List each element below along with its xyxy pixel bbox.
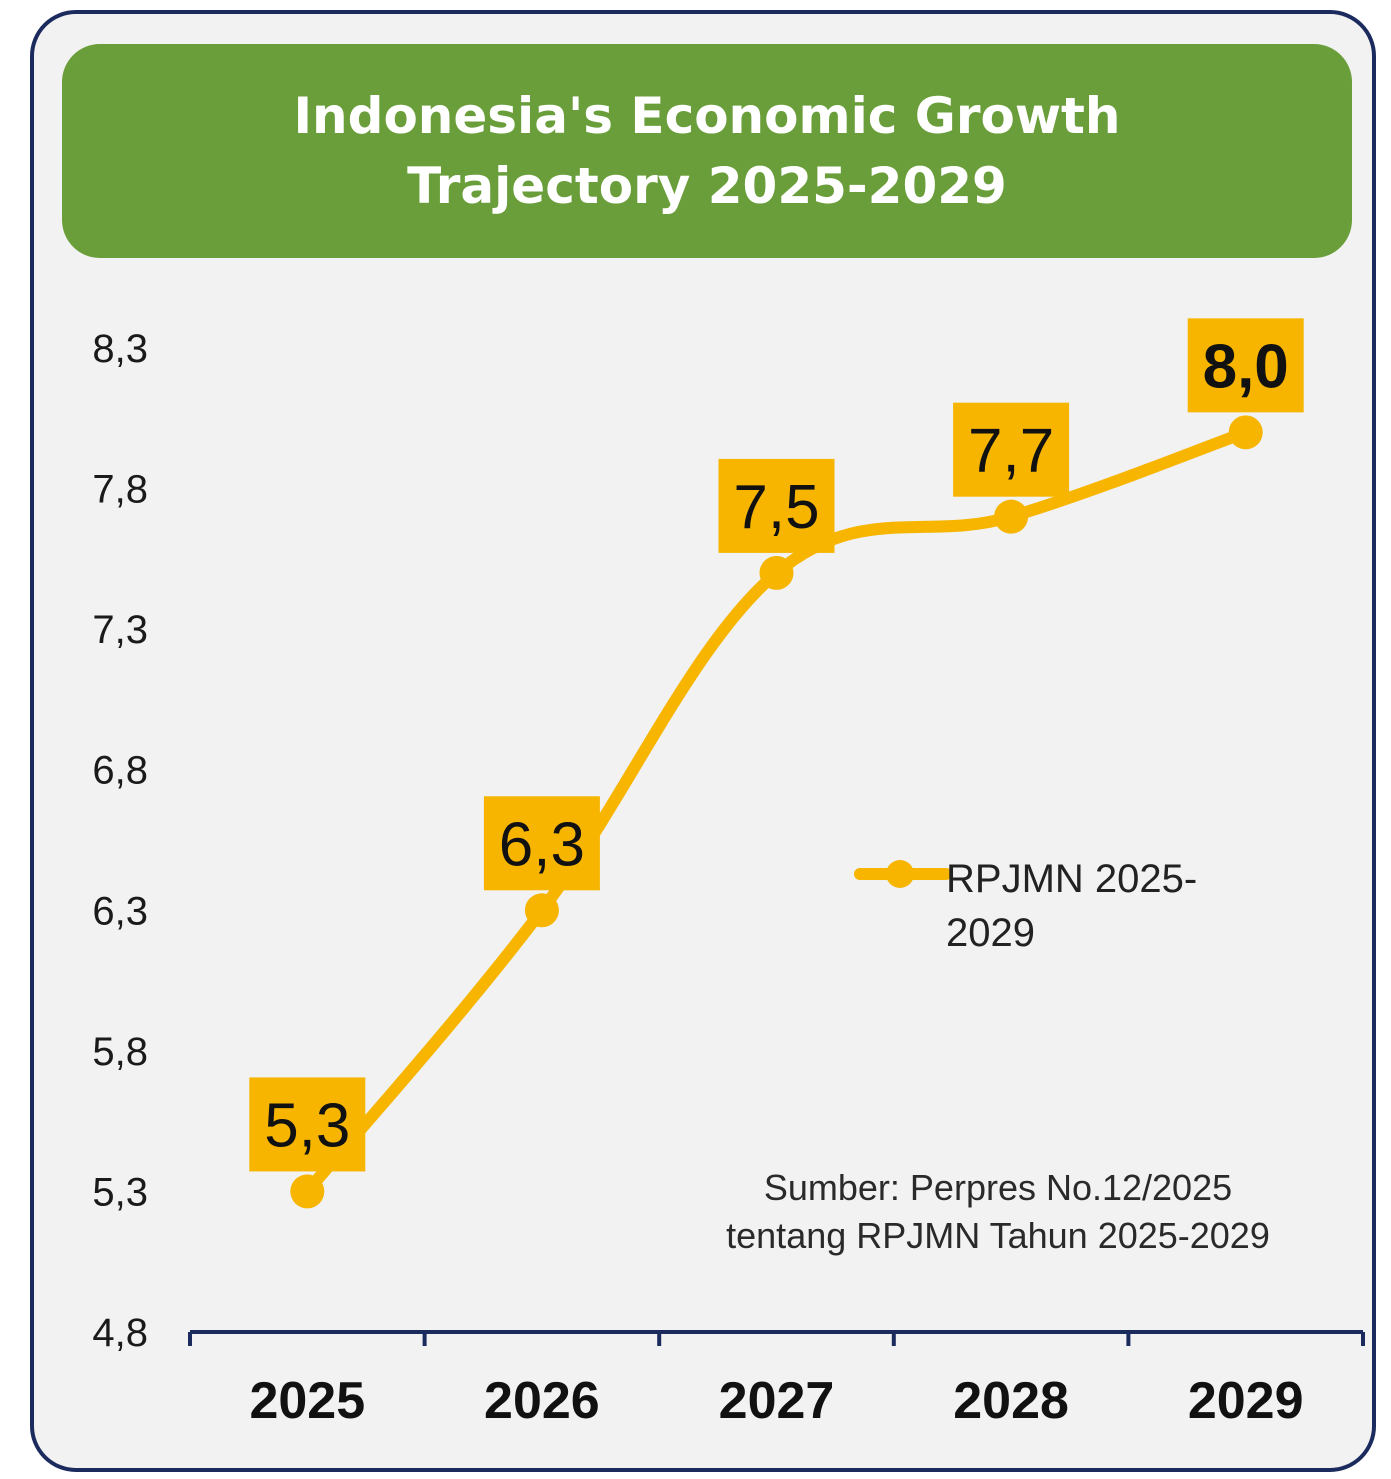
data-point [290,1174,325,1209]
y-tick-label: 6,8 [92,749,148,793]
series-line [301,426,1252,1198]
data-label-box [718,458,835,553]
data-label-box [953,402,1070,497]
y-tick-label: 7,8 [92,468,148,512]
source-note: tentang RPJMN Tahun 2025-2029 [726,1215,1270,1256]
data-label-box [1187,318,1304,413]
data-label: 5,3 [264,1091,350,1160]
legend-label: 2029 [946,911,1035,955]
data-point [1228,415,1263,450]
chart-title: Indonesia's Economic Growth Trajectory 2… [293,87,1121,215]
data-point [994,499,1029,534]
data-label-box [483,796,600,891]
data-point [524,893,559,928]
data-label: 6,3 [499,810,585,879]
data-label: 8,0 [1203,332,1289,401]
y-tick-label: 4,8 [92,1311,148,1355]
y-tick-label: 5,8 [92,1030,148,1074]
y-tick-label: 7,3 [92,608,148,652]
x-tick-label: 2025 [249,1372,365,1430]
source-note: Sumber: Perpres No.12/2025 [764,1167,1232,1208]
x-tick-label: 2028 [953,1372,1069,1430]
data-label: 7,7 [968,417,1054,486]
x-tick-label: 2027 [719,1372,835,1430]
legend-label: RPJMN 2025- [946,857,1197,901]
x-tick-label: 2029 [1188,1372,1304,1430]
chart-card: Indonesia's Economic Growth Trajectory 2… [30,10,1376,1472]
title-banner: Indonesia's Economic Growth Trajectory 2… [62,44,1352,258]
data-point [759,555,794,590]
x-tick-label: 2026 [484,1372,600,1430]
y-tick-label: 6,3 [92,889,148,933]
data-label-box [249,1077,366,1172]
y-tick-label: 5,3 [92,1170,148,1214]
y-tick-label: 8,3 [92,327,148,371]
data-label: 7,5 [733,473,819,542]
legend-marker [886,860,914,888]
